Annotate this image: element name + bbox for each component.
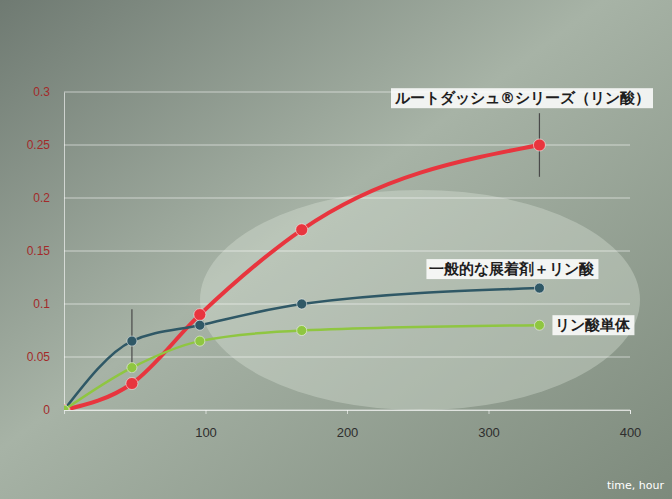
series-point — [127, 363, 137, 373]
y-axis: 0 0.05 0.1 0.15 0.2 0.25 0.3 — [27, 85, 65, 417]
x-tick: 200 — [337, 410, 359, 440]
grid-line — [64, 251, 630, 252]
y-tick-label: 0.05 — [27, 350, 51, 364]
series-point — [126, 378, 138, 390]
x-axis-line — [65, 411, 631, 415]
x-tick-mark — [489, 410, 490, 414]
series-point — [534, 320, 544, 330]
series-point — [296, 224, 308, 236]
y-tick-label: 0.1 — [33, 297, 50, 311]
y-tick: 0.15 — [27, 244, 64, 258]
x-tick: 100 — [195, 410, 217, 440]
series-point — [127, 336, 137, 346]
x-axis: 100 200 300 400 — [65, 410, 642, 440]
series-label-text: リン酸単体 — [555, 316, 631, 334]
x-tick-label: 200 — [337, 425, 359, 440]
x-tick-label: 400 — [620, 425, 642, 440]
grid-line — [64, 304, 630, 305]
label-patch — [426, 259, 598, 279]
grid-line — [64, 357, 630, 358]
series-point — [64, 405, 69, 410]
series-label: リン酸単体 — [552, 315, 634, 335]
series-line — [64, 288, 539, 410]
series-label-text: 一般的な展着剤＋リン酸 — [429, 260, 595, 278]
background — [0, 0, 672, 499]
chart: 0 0.05 0.1 0.15 0.2 0.25 0.3 100 200 300 400 time, … — [0, 0, 672, 499]
x-tick-mark — [347, 410, 348, 414]
y-tick: 0.1 — [33, 297, 64, 311]
y-tick: 0.25 — [27, 138, 64, 152]
series-point — [297, 299, 307, 309]
x-tick: 300 — [478, 410, 500, 440]
y-tick: 0.2 — [33, 191, 64, 205]
x-tick: 400 — [620, 410, 642, 440]
series-point — [195, 320, 205, 330]
y-tick-label: 0.15 — [27, 244, 51, 258]
series-line — [64, 325, 539, 410]
x-tick-mark — [630, 410, 631, 414]
plot: 0 0.05 0.1 0.15 0.2 0.25 0.3 100 200 300 400 — [27, 85, 642, 440]
series-label-text: ルートダッシュ®シリーズ（リン酸） — [394, 89, 650, 107]
x-axis-title: time, hour — [607, 479, 665, 492]
background-glow — [200, 190, 640, 410]
y-tick: 0 — [43, 403, 64, 417]
series-point — [195, 336, 205, 346]
grid — [64, 92, 630, 410]
y-axis-line — [64, 93, 65, 411]
y-tick-label: 0.3 — [33, 85, 50, 99]
label-patch — [552, 315, 634, 335]
y-tick-label: 0.2 — [33, 191, 50, 205]
series-point — [194, 309, 206, 321]
x-tick-label: 300 — [478, 425, 500, 440]
x-tick-label: 100 — [195, 425, 217, 440]
series-label: 一般的な展着剤＋リン酸 — [426, 259, 598, 279]
y-tick: 0.3 — [33, 85, 64, 99]
label-patch — [391, 88, 653, 108]
series-point — [533, 139, 545, 151]
grid-line — [64, 198, 630, 199]
x-tick-mark — [206, 410, 207, 414]
series-labels: ルートダッシュ®シリーズ（リン酸） 一般的な展着剤＋リン酸リン酸単体 — [391, 88, 653, 335]
series-point — [534, 283, 544, 293]
y-tick: 0.05 — [27, 350, 64, 364]
y-tick-label: 0.25 — [27, 138, 51, 152]
y-tick-label: 0 — [43, 403, 50, 417]
series-label: ルートダッシュ®シリーズ（リン酸） — [391, 88, 653, 108]
series-point — [297, 326, 307, 336]
